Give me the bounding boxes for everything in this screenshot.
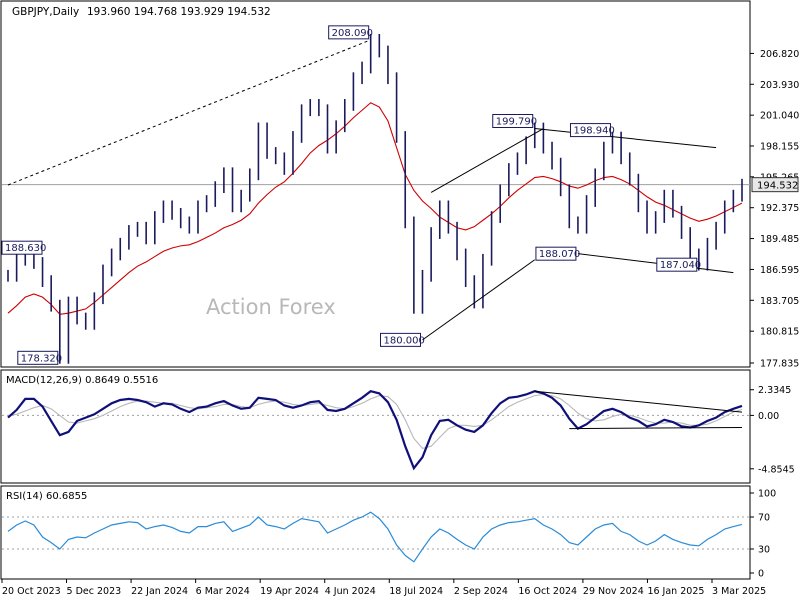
- price-level-box: [17, 350, 59, 365]
- macd-plot-frame: [0, 369, 751, 484]
- x-tick-label: 19 Apr 2024: [260, 586, 319, 597]
- price-level-label: 188.070: [539, 249, 580, 260]
- rsi-line: [7, 511, 743, 563]
- macd-label: MACD(12,26,9) 0.8649 0.5516: [6, 375, 158, 386]
- price-trendline: [422, 259, 536, 341]
- price-y-tick-label: 186.595: [760, 265, 799, 276]
- price-y-tick-label: 183.705: [760, 296, 799, 307]
- rsi-label: RSI(14) 60.6855: [6, 491, 87, 502]
- price-y-tick-label: 206.820: [760, 49, 799, 60]
- price-trendline: [577, 253, 734, 274]
- macd-main-line: [7, 390, 743, 471]
- macd-trendline: [569, 427, 743, 430]
- price-annotations: 208.090 188.630 178.320 180.000 199.790 198.9…: [1, 25, 701, 365]
- price-level-label: 208.090: [332, 28, 373, 39]
- price-y-tick-label: 203.930: [760, 80, 799, 91]
- price-y-tick-label: 177.835: [760, 359, 799, 370]
- price-level-label: 198.940: [573, 126, 614, 137]
- rsi-panel: RSI(14) 60.6855 100 70 30 0: [0, 485, 776, 580]
- price-level-box: [1, 240, 43, 255]
- price-level-box: [379, 332, 421, 347]
- price-y-tick-label: 189.485: [760, 234, 799, 245]
- x-tick-label: 4 Jun 2024: [325, 586, 376, 597]
- x-tick-label: 5 Dec 2023: [67, 586, 122, 597]
- price-level-box: [535, 246, 577, 261]
- price-level-box: [569, 123, 611, 138]
- rsi-y-tick-label: 70: [758, 513, 770, 524]
- price-y-tick-label: 192.375: [760, 203, 799, 214]
- x-tick-label: 3 Mar 2025: [712, 586, 766, 597]
- rsi-y-tick-label: 0: [758, 569, 764, 580]
- price-level-box: [492, 114, 534, 129]
- price-level-box: [656, 257, 698, 272]
- macd-y-tick-label: 2.3345: [758, 385, 791, 396]
- price-y-axis: 206.820203.930201.040198.155195.265192.3…: [750, 49, 799, 370]
- price-plot-frame: [0, 0, 751, 368]
- price-level-label: 178.320: [21, 353, 62, 364]
- rsi-plot-frame: [0, 485, 751, 580]
- price-y-tick-label: 180.815: [760, 327, 799, 338]
- price-y-tick-label: 198.155: [760, 141, 799, 152]
- price-y-tick-label: 201.040: [760, 111, 799, 122]
- macd-signal-line: [7, 393, 743, 450]
- price-trendline: [430, 128, 544, 193]
- rsi-lines: [2, 511, 750, 563]
- watermark: Action Forex: [206, 295, 336, 319]
- macd-y-axis: 2.3345 0.00 -4.8545: [750, 385, 795, 475]
- price-panel: GBPJPY,Daily 193.960 194.768 193.929 194…: [0, 0, 799, 370]
- macd-trendline: [534, 390, 743, 413]
- x-tick-label: 6 Mar 2024: [196, 586, 250, 597]
- rsi-y-tick-label: 100: [758, 489, 776, 500]
- x-tick-label: 18 Jul 2024: [389, 586, 443, 597]
- x-tick-label: 29 Nov 2024: [583, 586, 644, 597]
- x-tick-label: 16 Oct 2024: [518, 586, 577, 597]
- price-trendline: [7, 39, 371, 186]
- rsi-y-axis: 100 70 30 0: [750, 489, 776, 580]
- macd-y-tick-label: -4.8545: [758, 464, 795, 475]
- rsi-y-tick-label: 30: [758, 545, 770, 556]
- x-tick-label: 2 Sep 2024: [454, 586, 508, 597]
- price-level-label: 187.040: [660, 260, 701, 271]
- x-tick-label: 22 Jan 2024: [131, 586, 188, 597]
- price-level-label: 188.630: [5, 243, 46, 254]
- x-tick-label: 16 Jan 2025: [647, 586, 704, 597]
- price-level-label: 180.000: [383, 335, 424, 346]
- macd-panel: MACD(12,26,9) 0.8649 0.5516 2.3345 0.00 -4…: [0, 369, 795, 484]
- current-price-label: 194.532: [757, 181, 798, 192]
- chart-header-ohlc: 193.960 194.768 193.929 194.532: [87, 6, 271, 18]
- x-axis: 20 Oct 2023 5 Dec 2023 22 Jan 2024 6 Mar 20…: [1, 579, 766, 597]
- macd-lines: [2, 390, 750, 471]
- x-tick-label: 20 Oct 2023: [2, 586, 61, 597]
- price-lines: 194.532: [2, 33, 799, 364]
- price-level-box: [328, 25, 370, 40]
- price-level-label: 199.790: [496, 117, 537, 128]
- moving-average-line: [7, 102, 743, 315]
- macd-y-tick-label: 0.00: [758, 411, 779, 422]
- price-trendline: [534, 128, 717, 149]
- chart-header-symbol: GBPJPY,Daily: [12, 6, 79, 18]
- current-price-tag: [751, 177, 799, 193]
